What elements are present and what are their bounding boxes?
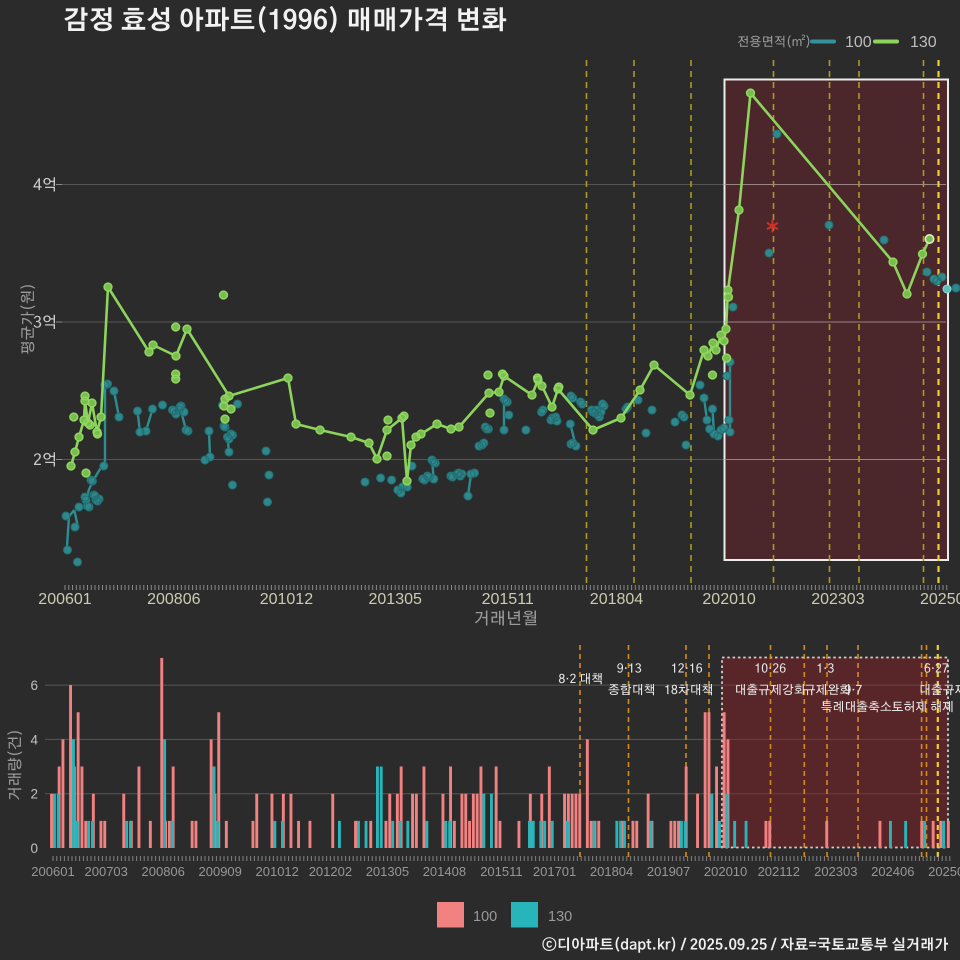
svg-text:202303: 202303 bbox=[814, 864, 857, 879]
svg-text:202509: 202509 bbox=[928, 864, 960, 879]
svg-text:200909: 200909 bbox=[199, 864, 242, 879]
svg-text:130: 130 bbox=[910, 34, 937, 51]
svg-text:6: 6 bbox=[30, 678, 38, 693]
svg-text:201511: 201511 bbox=[480, 864, 522, 879]
svg-text:201012: 201012 bbox=[260, 591, 313, 608]
svg-text:100: 100 bbox=[473, 909, 497, 925]
svg-text:200806: 200806 bbox=[147, 591, 200, 608]
svg-text:201305: 201305 bbox=[369, 591, 422, 608]
svg-text:201202: 201202 bbox=[309, 864, 352, 879]
svg-text:202303: 202303 bbox=[811, 591, 864, 608]
svg-text:201701: 201701 bbox=[533, 864, 576, 879]
svg-text:0: 0 bbox=[30, 841, 38, 856]
svg-text:200601: 200601 bbox=[31, 864, 74, 879]
svg-text:130: 130 bbox=[548, 909, 572, 925]
svg-text:201511: 201511 bbox=[482, 591, 534, 608]
svg-text:201804: 201804 bbox=[590, 591, 643, 608]
svg-text:200601: 200601 bbox=[38, 591, 91, 608]
svg-text:4: 4 bbox=[30, 732, 38, 747]
svg-text:202112: 202112 bbox=[758, 864, 800, 879]
svg-text:201907: 201907 bbox=[647, 864, 690, 879]
svg-text:201804: 201804 bbox=[590, 864, 633, 879]
svg-text:202406: 202406 bbox=[871, 864, 914, 879]
svg-text:200703: 200703 bbox=[85, 864, 128, 879]
svg-text:202508: 202508 bbox=[920, 591, 960, 608]
svg-text:201012: 201012 bbox=[256, 864, 299, 879]
svg-text:2: 2 bbox=[30, 787, 38, 802]
svg-text:201305: 201305 bbox=[366, 864, 409, 879]
svg-text:100: 100 bbox=[845, 34, 872, 51]
svg-text:202010: 202010 bbox=[702, 591, 755, 608]
svg-text:201408: 201408 bbox=[423, 864, 466, 879]
svg-text:200806: 200806 bbox=[142, 864, 185, 879]
svg-text:202010: 202010 bbox=[704, 864, 747, 879]
